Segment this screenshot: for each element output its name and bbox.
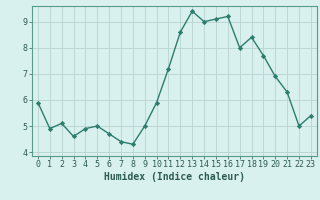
X-axis label: Humidex (Indice chaleur): Humidex (Indice chaleur) — [104, 172, 245, 182]
